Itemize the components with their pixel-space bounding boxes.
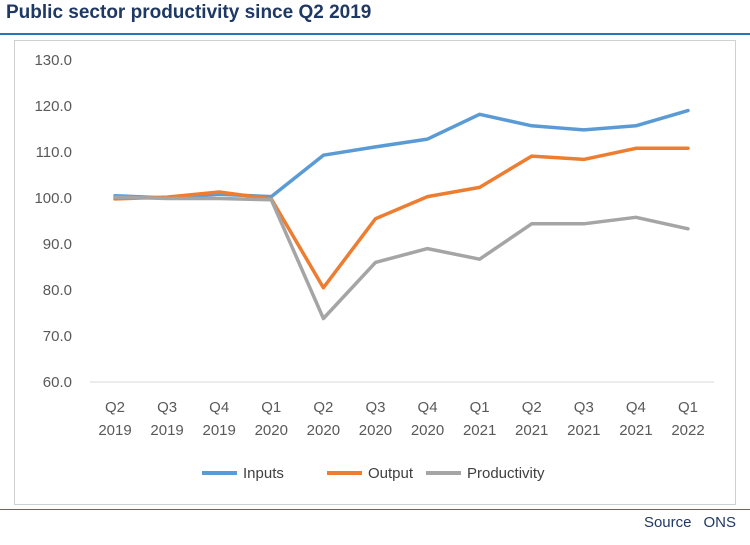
series-lines (113, 108, 690, 321)
legend-label: Output (368, 465, 414, 482)
y-tick-label: 110.0 (36, 144, 72, 161)
footer-divider (0, 509, 750, 510)
chart-frame (14, 40, 736, 505)
x-tick-label: Q4 2019 (202, 399, 235, 439)
x-tick-label: Q3 2021 (567, 399, 600, 439)
x-tick-label: Q1 2020 (255, 399, 288, 439)
y-tick-label: 130.0 (34, 52, 72, 69)
x-axis: Q2 2019 Q3 2019 Q4 2019 Q1 2020 Q2 2020 Q3 2020 Q4 20… (98, 399, 704, 439)
series-line-output (113, 146, 690, 290)
series-line-inputs (113, 108, 690, 200)
y-tick-label: 60.0 (43, 374, 72, 391)
chart-title: Public sector productivity since Q2 2019 (6, 2, 372, 23)
series-line-productivity (113, 195, 690, 321)
source-note: Source ONS (644, 514, 736, 531)
x-tick-label: Q4 2021 (619, 399, 652, 439)
source-label: Source (643, 514, 692, 531)
x-tick-label: Q2 2019 (98, 399, 131, 439)
legend-label: Inputs (243, 465, 284, 482)
source-value: ONS (703, 514, 736, 531)
x-tick-label: Q3 2019 (150, 399, 183, 439)
y-tick-label: 120.0 (34, 98, 72, 115)
y-tick-label: 90.0 (43, 236, 72, 253)
y-tick-label: 100.0 (34, 190, 72, 207)
y-axis: 60.0 70.0 80.0 90.0 100.0 110.0 120.0 130.0 (34, 52, 72, 391)
x-tick-label: Q1 2022 (671, 399, 704, 439)
y-tick-label: 80.0 (43, 282, 72, 299)
legend-label: Productivity (467, 465, 545, 482)
title-divider (0, 33, 750, 35)
x-tick-label: Q2 2020 (307, 399, 340, 439)
legend: Inputs Output Productivity (202, 465, 545, 482)
x-tick-label: Q1 2021 (463, 399, 496, 439)
y-tick-label: 70.0 (43, 328, 72, 345)
x-tick-label: Q3 2020 (359, 399, 392, 439)
x-tick-label: Q2 2021 (515, 399, 548, 439)
x-tick-label: Q4 2020 (411, 399, 444, 439)
